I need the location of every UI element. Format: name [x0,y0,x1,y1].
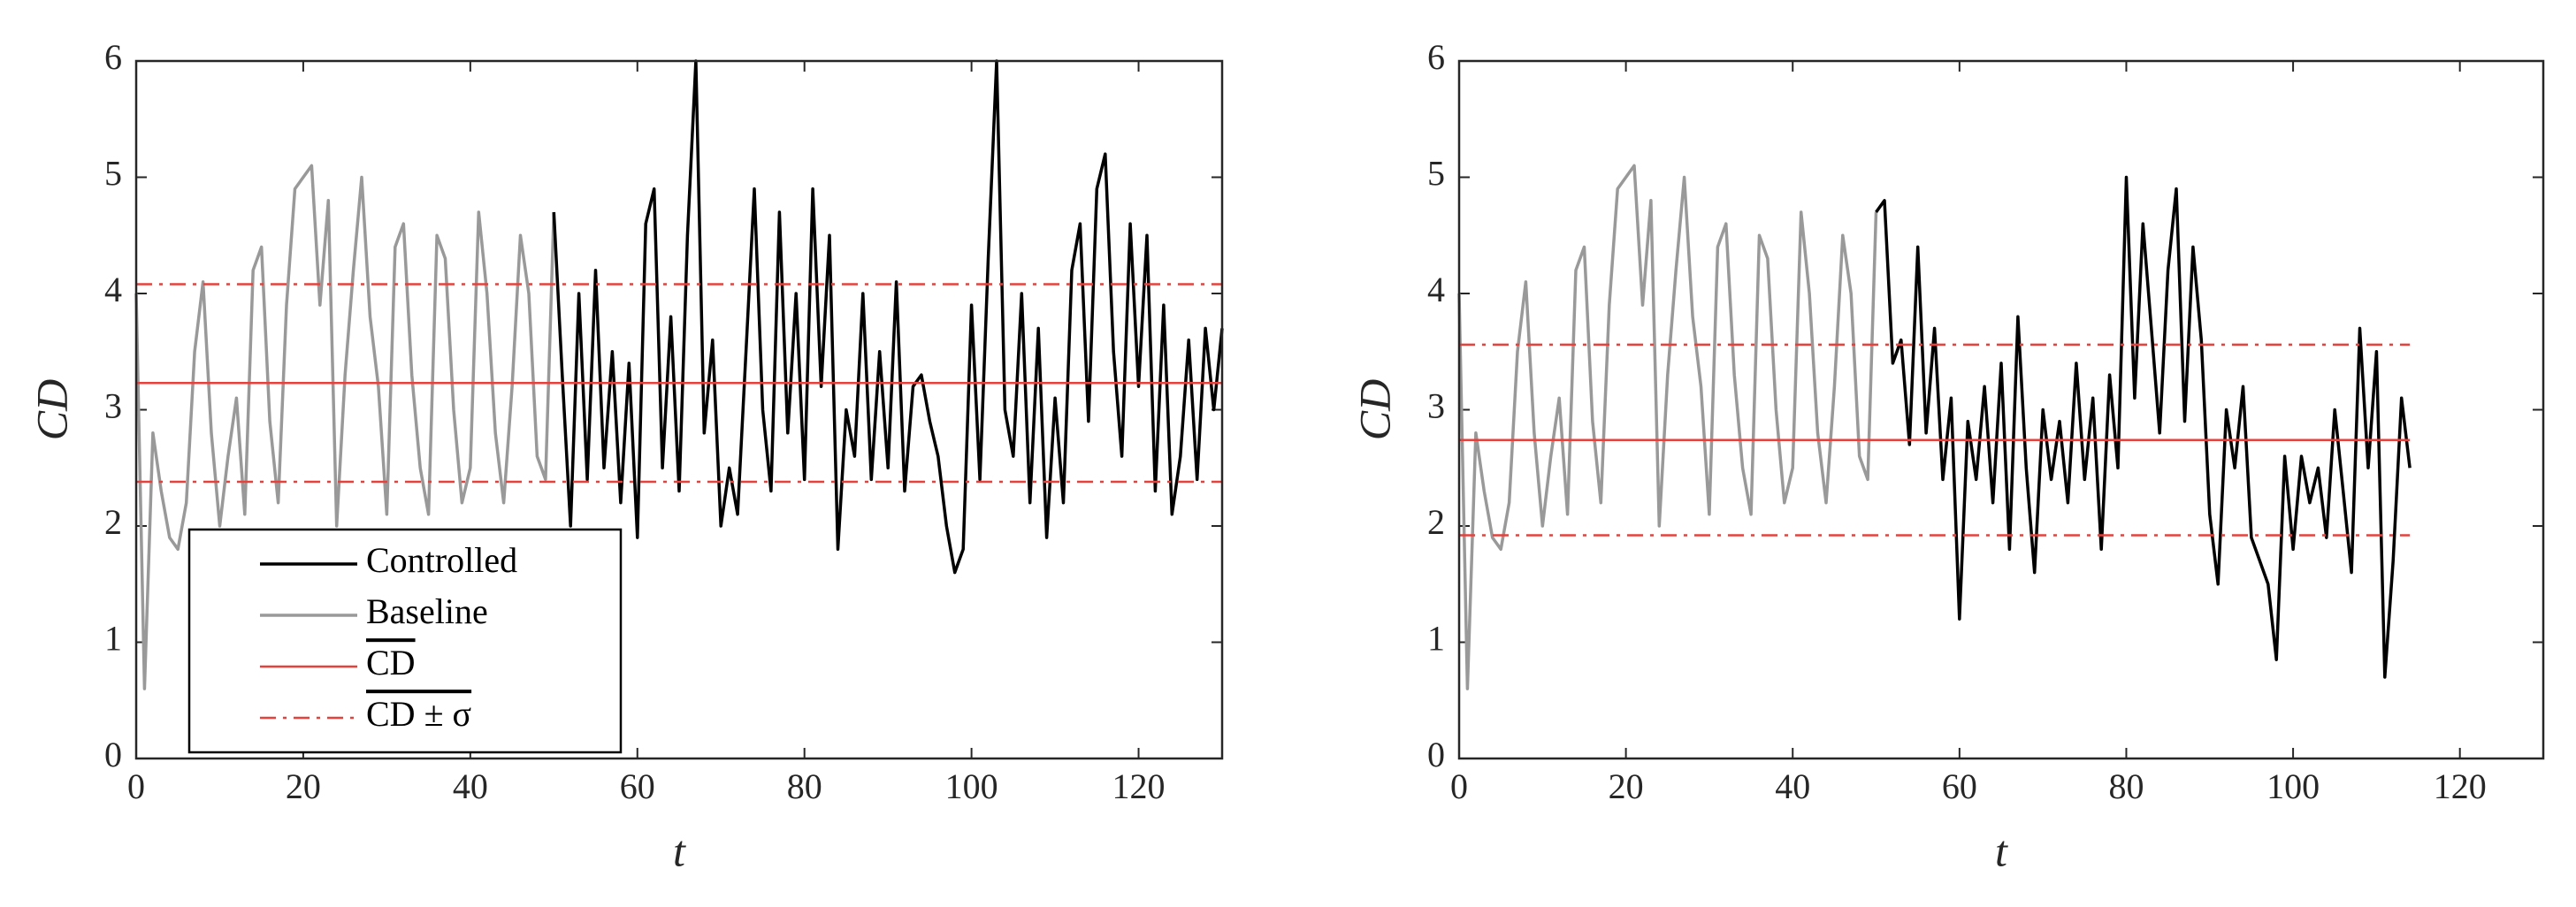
y-tick-label: 2 [104,502,122,542]
y-tick-label: 1 [104,619,122,659]
x-tick-label: 60 [1942,766,1977,806]
y-tick-label: 0 [1427,735,1445,774]
y-tick-label: 3 [104,386,122,426]
series-line [1457,164,1878,690]
x-tick-label: 60 [620,766,655,806]
y-tick-label: 2 [1427,502,1445,542]
legend-label: Controlled [366,540,517,580]
x-tick-label: 20 [1609,766,1644,806]
legend-label: Baseline [366,591,488,631]
legend-label: CD [366,643,416,682]
series-line [1875,175,2412,679]
x-tick-label: 80 [2108,766,2144,806]
y-tick-label: 5 [104,154,122,194]
x-tick-label: 120 [1112,766,1166,806]
x-axis-label: t [673,826,686,875]
y-tick-label: 6 [1427,37,1445,77]
x-tick-label: 40 [453,766,488,806]
x-tick-label: 100 [945,766,998,806]
x-tick-label: 120 [2434,766,2487,806]
y-tick-label: 6 [104,37,122,77]
y-tick-label: 4 [1427,270,1445,309]
series-line [552,59,1224,575]
x-axis-label: t [1995,826,2008,875]
x-tick-label: 100 [2266,766,2320,806]
x-tick-label: 40 [1775,766,1810,806]
axes-box [1457,59,2545,760]
x-tick-label: 0 [1450,766,1468,806]
series-line [134,164,556,690]
y-tick-label: 4 [104,270,122,309]
legend-label: CD ± σ [366,694,471,734]
x-tick-label: 80 [787,766,822,806]
y-tick-label: 3 [1427,386,1445,426]
y-axis-label: CD [27,379,76,440]
y-tick-label: 0 [104,735,122,774]
legend-box [187,528,623,754]
axes-box [134,59,1224,760]
y-tick-label: 1 [1427,619,1445,659]
y-axis-label: CD [1349,379,1399,440]
x-tick-label: 20 [286,766,321,806]
x-tick-label: 0 [127,766,145,806]
y-tick-label: 5 [1427,154,1445,194]
